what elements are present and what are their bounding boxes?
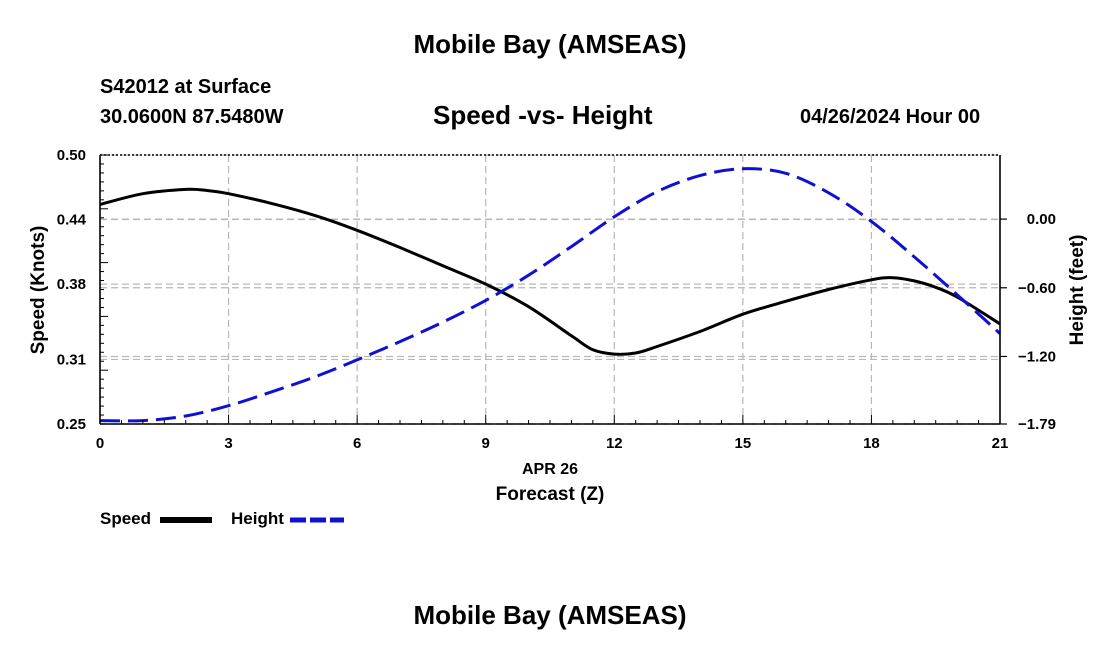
y-axis-label-right: Height (feet) <box>1067 235 1088 346</box>
x-tick-label: 9 <box>482 435 490 452</box>
x-tick-label: 3 <box>224 435 232 452</box>
y-left-tick-label: 0.44 <box>57 212 87 229</box>
y-right-tick-label: −1.79 <box>1018 416 1056 433</box>
x-tick-label: 12 <box>606 435 623 452</box>
x-tick-label: 0 <box>96 435 104 452</box>
legend-speed-label: Speed <box>100 509 152 528</box>
legend-height-swatch <box>290 517 344 523</box>
page-title: Mobile Bay (AMSEAS) <box>413 29 687 59</box>
x-tick-label: 15 <box>735 435 752 452</box>
y-axis-label-left: Speed (Knots) <box>28 226 49 355</box>
legend-speed-swatch <box>160 517 212 523</box>
x-tick-label: 21 <box>992 435 1009 452</box>
y-left-tick-label: 0.25 <box>57 416 86 433</box>
x-axis-label: Forecast (Z) <box>496 484 605 505</box>
y-left-tick-label: 0.38 <box>57 276 86 293</box>
station-coordinates: 30.0600N 87.5480W <box>100 106 284 128</box>
series-lines <box>99 167 1002 423</box>
station-name: S42012 at Surface <box>100 76 272 98</box>
x-tick-label: 6 <box>353 435 361 452</box>
x-tick-label: 18 <box>863 435 880 452</box>
legend-height-label: Height <box>231 509 284 528</box>
chart-title: Speed -vs- Height <box>433 100 653 130</box>
forecast-datetime: 04/26/2024 Hour 00 <box>800 106 981 128</box>
y-right-tick-label: −0.60 <box>1018 280 1056 297</box>
y-left-tick-label: 0.50 <box>57 147 86 164</box>
axes <box>99 154 1007 425</box>
page-title-bottom: Mobile Bay (AMSEAS) <box>413 600 687 630</box>
x-axis-date-label: APR 26 <box>522 461 578 478</box>
y-left-tick-label: 0.31 <box>57 351 86 368</box>
y-right-tick-label: −1.20 <box>1018 348 1056 365</box>
series-line-speed <box>99 187 1001 356</box>
series-line-height <box>99 167 1002 423</box>
tick-labels: 0 3 6 9 12 15 18 21 0.25 0.31 0.38 0.44 0.50 −1.79 −1.… <box>57 147 1056 452</box>
y-right-tick-label: 0.00 <box>1027 211 1056 228</box>
